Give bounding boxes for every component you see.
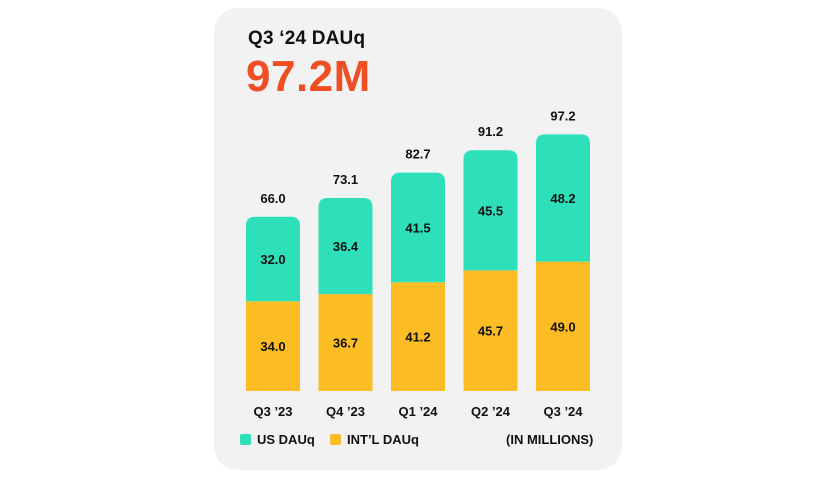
bar-intl-value-label: 49.0 <box>550 319 575 334</box>
bar-intl-value-label: 34.0 <box>260 339 285 354</box>
bar-intl <box>536 261 590 391</box>
headline-total: 97.2M <box>246 52 371 101</box>
bar-total-label: 91.2 <box>478 124 503 139</box>
x-tick-label: Q4 ’23 <box>326 404 365 419</box>
bar-intl-value-label: 45.7 <box>478 324 503 339</box>
x-tick-label: Q3 ’24 <box>543 404 583 419</box>
bar-us <box>536 134 590 262</box>
bar-total-label: 97.2 <box>550 108 575 123</box>
bar-us-value-label: 48.2 <box>550 191 575 206</box>
bar-total-label: 82.7 <box>405 147 430 162</box>
bar-us <box>463 150 518 271</box>
units-label: (IN MILLIONS) <box>506 432 594 447</box>
bar-intl <box>246 301 300 391</box>
bar-intl <box>391 282 445 391</box>
legend-us-swatch <box>240 434 251 445</box>
bar-intl-value-label: 41.2 <box>405 330 430 345</box>
x-tick-label: Q3 ’23 <box>253 404 292 419</box>
legend-us-label: US DAUq <box>257 432 315 447</box>
legend-intl-swatch <box>330 434 341 445</box>
bar-us <box>318 198 373 295</box>
legend-intl: INT’L DAUq <box>330 432 419 447</box>
bar-intl-value-label: 36.7 <box>333 336 358 351</box>
bar-us-value-label: 32.0 <box>260 252 285 267</box>
bar-intl <box>318 294 373 391</box>
x-tick-label: Q2 ’24 <box>471 404 511 419</box>
bar-us-value-label: 45.5 <box>478 203 503 218</box>
x-tick-label: Q1 ’24 <box>398 404 438 419</box>
bar-total-label: 66.0 <box>260 191 285 206</box>
bar-us <box>391 172 445 283</box>
legend-us: US DAUq <box>240 432 315 447</box>
bar-us <box>246 216 300 302</box>
chart-subtitle: Q3 ‘24 DAUq <box>248 28 366 49</box>
bar-total-label: 73.1 <box>333 172 358 187</box>
bar-intl <box>463 270 518 391</box>
legend-intl-label: INT’L DAUq <box>347 432 419 447</box>
bar-us-value-label: 41.5 <box>405 220 430 235</box>
bar-us-value-label: 36.4 <box>333 239 359 254</box>
